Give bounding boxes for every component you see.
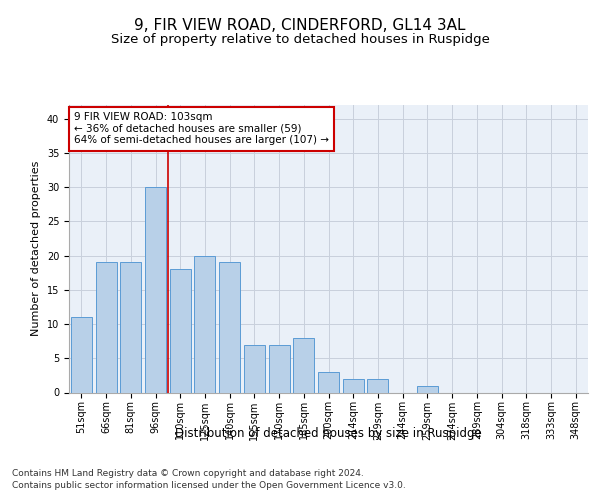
Bar	[244, 344, 265, 393]
Bar	[269, 344, 290, 393]
Text: Size of property relative to detached houses in Ruspidge: Size of property relative to detached ho…	[110, 32, 490, 46]
Text: Distribution of detached houses by size in Ruspidge: Distribution of detached houses by size …	[175, 428, 482, 440]
Text: Contains HM Land Registry data © Crown copyright and database right 2024.: Contains HM Land Registry data © Crown c…	[12, 469, 364, 478]
Text: Contains public sector information licensed under the Open Government Licence v3: Contains public sector information licen…	[12, 481, 406, 490]
Bar	[170, 270, 191, 392]
Bar	[145, 187, 166, 392]
Bar	[318, 372, 339, 392]
Bar	[343, 379, 364, 392]
Bar	[219, 262, 240, 392]
Bar	[293, 338, 314, 392]
Bar	[367, 379, 388, 392]
Bar	[95, 262, 116, 392]
Text: 9 FIR VIEW ROAD: 103sqm
← 36% of detached houses are smaller (59)
64% of semi-de: 9 FIR VIEW ROAD: 103sqm ← 36% of detache…	[74, 112, 329, 146]
Y-axis label: Number of detached properties: Number of detached properties	[31, 161, 41, 336]
Bar	[71, 317, 92, 392]
Text: 9, FIR VIEW ROAD, CINDERFORD, GL14 3AL: 9, FIR VIEW ROAD, CINDERFORD, GL14 3AL	[134, 18, 466, 32]
Bar	[194, 256, 215, 392]
Bar	[120, 262, 141, 392]
Bar	[417, 386, 438, 392]
